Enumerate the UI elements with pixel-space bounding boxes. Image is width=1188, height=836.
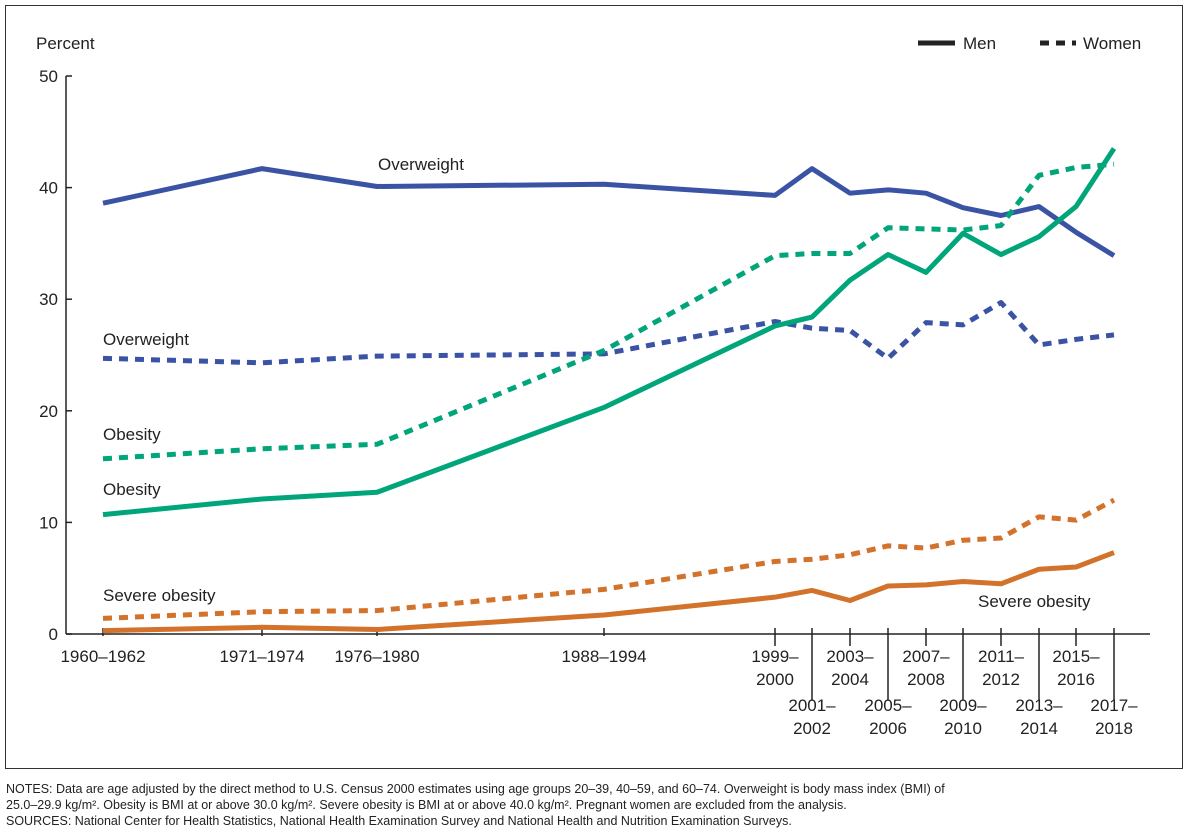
y-tick-label: 40	[39, 179, 58, 198]
x-tick-label: 2001–	[788, 696, 836, 715]
x-tick-label: 2014	[1020, 719, 1058, 738]
x-tick-label: 1999–	[751, 647, 799, 666]
x-tick-label: 2010	[944, 719, 982, 738]
x-tick-label: 2018	[1095, 719, 1133, 738]
y-axis-title: Percent	[36, 34, 95, 53]
x-tick-label: 2005–	[864, 696, 912, 715]
series-line-women-severe-obesity	[102, 497, 1116, 621]
x-tick-label: 2003–	[826, 647, 874, 666]
x-tick-label: 1971–1974	[219, 647, 304, 666]
x-tick-label: 2012	[982, 670, 1020, 689]
notes-line: 25.0–29.9 kg/m². Obesity is BMI at or ab…	[6, 798, 847, 812]
y-tick-label: 50	[39, 67, 58, 86]
series-label: Overweight	[103, 330, 189, 349]
series-line-men-obesity	[102, 147, 1117, 518]
x-tick-label: 2011–	[978, 647, 1025, 666]
y-tick-label: 10	[39, 513, 58, 532]
x-tick-label: 1960–1962	[60, 647, 145, 666]
x-tick-label: 2004	[831, 670, 869, 689]
notes-line: NOTES: Data are age adjusted by the dire…	[6, 782, 945, 796]
y-tick-label: 0	[49, 625, 58, 644]
x-tick-label: 1976–1980	[334, 647, 419, 666]
x-tick-label: 2006	[869, 719, 907, 738]
series-line-men-severe-obesity	[102, 550, 1115, 634]
legend-women-label: Women	[1083, 34, 1141, 53]
x-tick-label: 2009–	[939, 696, 987, 715]
x-tick-label: 2000	[756, 670, 794, 689]
y-tick-label: 20	[39, 402, 58, 421]
notes: NOTES: Data are age adjusted by the dire…	[6, 781, 1186, 829]
series-label: Severe obesity	[978, 592, 1091, 611]
series-label: Obesity	[103, 480, 161, 499]
x-tick-label: 2013–	[1015, 696, 1063, 715]
x-tick-label: 2016	[1057, 670, 1095, 689]
x-tick-label: 2017–	[1090, 696, 1138, 715]
series-label: Obesity	[103, 425, 161, 444]
x-tick-label: 2008	[907, 670, 945, 689]
series-label: Overweight	[378, 155, 464, 174]
chart-frame	[5, 5, 1183, 769]
y-tick-label: 30	[39, 290, 58, 309]
series-line-women-overweight	[102, 300, 1115, 366]
series-label: Severe obesity	[103, 586, 216, 605]
x-tick-label: 2015–	[1052, 647, 1100, 666]
series-line-men-overweight	[102, 166, 1116, 258]
x-tick-label: 2007–	[902, 647, 950, 666]
x-tick-label: 1988–1994	[561, 647, 646, 666]
x-tick-label: 2002	[793, 719, 831, 738]
legend-men-label: Men	[963, 34, 996, 53]
sources-line: SOURCES: National Center for Health Stat…	[6, 814, 792, 828]
